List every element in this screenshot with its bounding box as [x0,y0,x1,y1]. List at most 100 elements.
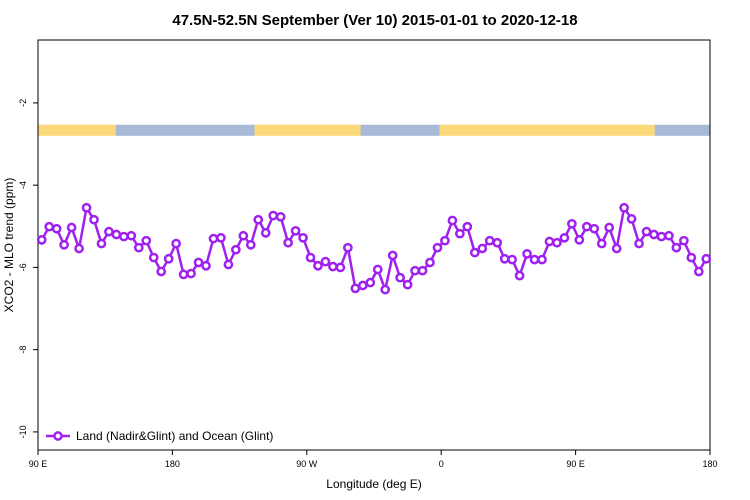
y-axis-label: XCO2 - MLO trend (ppm) [2,178,16,313]
x-axis-label: Longitude (deg E) [326,477,421,491]
data-point [208,233,219,244]
data-point [372,264,383,275]
data-point [514,270,525,281]
data-point [387,250,398,261]
y-tick-label: -4 [18,181,28,189]
x-tick-label: 90 E [29,459,48,469]
data-point [701,253,712,264]
data-point [619,202,629,213]
data-point [104,226,114,237]
data-point [567,218,577,229]
data-point [290,225,301,236]
data-point [36,235,47,245]
surface-segment [439,124,655,136]
data-point [365,277,376,288]
data-point [552,237,562,248]
x-tick-label: 0 [439,459,444,469]
data-point [171,238,181,249]
data-point [679,235,689,246]
data-point [350,283,361,294]
data-point [634,238,644,249]
data-point [529,254,540,265]
data-point [163,253,174,264]
plot-frame [37,39,711,451]
data-point [380,284,391,295]
data-point [589,223,600,234]
data-point [335,262,346,273]
data-point [126,230,137,241]
x-tick-label: 90 E [566,459,585,469]
data-point [425,257,435,268]
data-point [133,242,144,253]
data-point [223,259,234,270]
data-point [522,248,532,259]
data-point [649,229,659,240]
data-point [253,214,264,225]
data-point [492,237,503,248]
data-point [59,239,69,250]
data-point [193,257,204,268]
x-tick-label: 180 [165,459,180,469]
data-point [604,222,615,233]
data-point [260,228,271,238]
data-point [275,211,286,222]
y-tick-label: -8 [18,346,28,354]
data-point [507,254,517,265]
surface-segment [115,124,255,136]
data-point [231,244,241,255]
data-point [268,210,279,221]
data-point [455,228,465,239]
data-point [51,223,62,234]
data-point [611,243,622,254]
y-tick-label: -6 [18,263,28,271]
data-point [357,280,368,291]
data-point [671,242,682,253]
data-point [596,238,607,249]
data-point [462,221,473,232]
data-point [664,230,674,241]
data-point [574,235,585,245]
data-point [477,243,488,254]
data-point [96,238,107,249]
data-point [44,221,55,232]
legend-marker [53,431,63,441]
data-point [440,235,450,246]
x-tick-label: 180 [702,459,717,469]
data-point [581,221,592,232]
legend-label: Land (Nadir&Glint) and Ocean (Glint) [76,429,273,443]
data-point [693,266,704,277]
data-point [238,230,249,241]
data-point [186,268,196,279]
data-point [313,260,323,271]
chart-title: 47.5N-52.5N September (Ver 10) 2015-01-0… [172,12,577,29]
data-point [469,247,480,258]
data-point [298,232,308,243]
data-point [656,231,667,242]
data-point [484,235,495,246]
data-point [499,253,510,264]
data-point [402,279,413,290]
data-point [686,252,697,263]
data-point [537,254,547,265]
data-point [66,222,77,233]
data-point [283,237,293,248]
data-point [305,252,316,263]
data-point [559,232,570,243]
data-point [141,235,152,246]
data-point [641,226,652,237]
data-point [417,265,428,276]
data-point [544,236,555,247]
x-tick-label: 90 W [296,459,318,469]
data-point [111,229,122,240]
y-tick-label: -10 [18,425,28,438]
data-point [178,269,189,280]
data-point [328,261,338,272]
data-point [395,272,405,283]
data-point [74,243,84,254]
data-point [148,252,159,263]
data-point [201,260,211,271]
data-point [320,256,331,267]
data-point [410,265,420,276]
data-point [89,214,99,225]
